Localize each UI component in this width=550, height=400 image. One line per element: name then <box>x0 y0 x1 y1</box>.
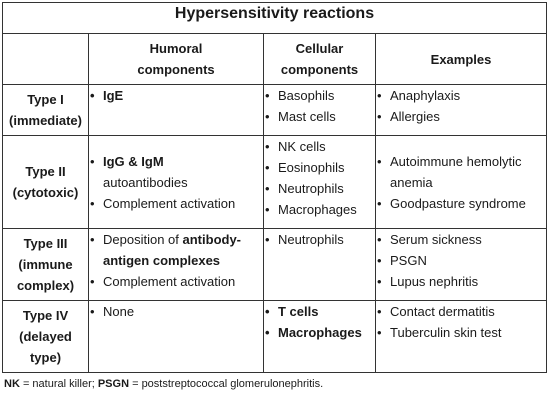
table-row: Type III (immune complex) Deposition of … <box>2 228 548 301</box>
list-item: Goodpasture syndrome <box>376 193 546 214</box>
examples-list: Autoimmune hemolytic anemia Goodpasture … <box>376 151 546 214</box>
bold-term: IgG & IgM <box>103 154 164 169</box>
list-item: Complement activation <box>89 193 263 214</box>
list-item: Deposition of antibody- antigen complexe… <box>89 229 263 271</box>
footnote-def-nk: = natural killer; <box>19 378 98 390</box>
type-desc: (cytotoxic) <box>12 185 79 200</box>
header-cellular-line2: components <box>280 62 359 77</box>
example-line2: anemia <box>390 175 433 190</box>
list-item: Basophils <box>264 85 375 106</box>
type-desc: (immediate) <box>9 113 82 128</box>
examples-cell: Anaphylaxis Allergies <box>374 84 548 136</box>
type-name: Type II <box>25 164 66 179</box>
list-item: Serum sickness <box>376 229 546 250</box>
cellular-cell: Neutrophils <box>263 228 376 301</box>
term-prefix: Deposition of <box>103 232 179 247</box>
bold-term-2: antigen complexes <box>103 253 221 268</box>
list-item: Neutrophils <box>264 178 375 199</box>
title-row: Hypersensitivity reactions <box>1 2 548 34</box>
list-item: Anaphylaxis <box>376 85 546 106</box>
table-row: Type II (cytotoxic) IgG & IgM autoantibo… <box>2 135 548 229</box>
empty-header-cell <box>2 33 89 85</box>
list-item: Allergies <box>376 106 546 127</box>
list-item: Tuberculin skin test <box>376 322 546 343</box>
list-item: NK cells <box>264 136 375 157</box>
list-item: IgE <box>89 85 263 106</box>
type-desc-2: complex) <box>16 278 75 293</box>
humoral-cell: IgE <box>88 84 264 136</box>
humoral-cell: None <box>88 300 264 373</box>
row-type-label: Type IV (delayed type) <box>2 300 89 373</box>
footnote: NK = natural killer; PSGN = poststreptoc… <box>4 378 323 390</box>
header-cellular-line1: Cellular <box>295 41 344 56</box>
examples-cell: Contact dermatitis Tuberculin skin test <box>374 300 548 373</box>
header-examples: Examples <box>374 33 548 85</box>
row-type-label: Type I (immediate) <box>2 84 89 136</box>
term-rest: autoantibodies <box>103 175 188 190</box>
table-row: Type I (immediate) IgE Basophils Mast ce… <box>2 84 548 136</box>
cellular-list: T cells Macrophages <box>264 301 375 343</box>
list-item: Autoimmune hemolytic anemia <box>376 151 546 193</box>
cellular-cell: NK cells Eosinophils Neutrophils Macroph… <box>263 135 376 229</box>
list-item: Complement activation <box>89 271 263 292</box>
cellular-list: Basophils Mast cells <box>264 85 375 127</box>
type-desc: (delayed <box>19 329 72 344</box>
examples-list: Anaphylaxis Allergies <box>376 85 546 127</box>
cellular-cell: Basophils Mast cells <box>263 84 376 136</box>
type-name: Type III <box>23 236 68 251</box>
cellular-list: NK cells Eosinophils Neutrophils Macroph… <box>264 136 375 220</box>
list-item: IgG & IgM autoantibodies <box>89 151 263 193</box>
table-row: Type IV (delayed type) None T cells Macr… <box>2 300 548 373</box>
footnote-abbr-nk: NK <box>4 378 20 390</box>
type-name: Type I <box>27 92 64 107</box>
humoral-cell: Deposition of antibody- antigen complexe… <box>88 228 264 301</box>
cellular-cell: T cells Macrophages <box>263 300 376 373</box>
header-cellular: Cellular components <box>263 33 376 85</box>
row-type-label: Type II (cytotoxic) <box>2 135 89 229</box>
type-desc: (immune <box>18 257 73 272</box>
humoral-cell: IgG & IgM autoantibodies Complement acti… <box>88 135 264 229</box>
humoral-list: IgE <box>89 85 263 106</box>
humoral-list: IgG & IgM autoantibodies Complement acti… <box>89 151 263 214</box>
humoral-list: Deposition of antibody- antigen complexe… <box>89 229 263 292</box>
example-line1: Autoimmune hemolytic <box>390 154 522 169</box>
header-humoral: Humoral components <box>88 33 264 85</box>
list-item: Macrophages <box>264 199 375 220</box>
humoral-list: None <box>89 301 263 322</box>
list-item: T cells <box>264 301 375 322</box>
examples-cell: Autoimmune hemolytic anemia Goodpasture … <box>374 135 548 229</box>
list-item: Lupus nephritis <box>376 271 546 292</box>
header-humoral-line2: components <box>137 62 215 77</box>
list-item: Eosinophils <box>264 157 375 178</box>
type-name: Type IV <box>22 308 69 323</box>
footnote-abbr-psgn: PSGN <box>97 378 130 390</box>
list-item: Mast cells <box>264 106 375 127</box>
list-item: None <box>89 301 263 322</box>
examples-cell: Serum sickness PSGN Lupus nephritis <box>374 228 548 301</box>
bold-term: antibody- <box>182 232 242 247</box>
type-desc-2: type) <box>29 350 62 365</box>
header-humoral-line1: Humoral <box>149 41 203 56</box>
table-title: Hypersensitivity reactions <box>1 2 548 34</box>
footnote-def-psgn: = poststreptococcal glomerulonephritis. <box>129 378 324 390</box>
row-type-label: Type III (immune complex) <box>2 228 89 301</box>
examples-list: Serum sickness PSGN Lupus nephritis <box>376 229 546 292</box>
examples-list: Contact dermatitis Tuberculin skin test <box>376 301 546 343</box>
header-row: Humoral components Cellular components E… <box>2 33 548 85</box>
list-item: Macrophages <box>264 322 375 343</box>
cellular-list: Neutrophils <box>264 229 375 250</box>
list-item: Contact dermatitis <box>376 301 546 322</box>
hypersensitivity-table: Hypersensitivity reactions Humoral compo… <box>1 2 548 373</box>
list-item: PSGN <box>376 250 546 271</box>
list-item: Neutrophils <box>264 229 375 250</box>
